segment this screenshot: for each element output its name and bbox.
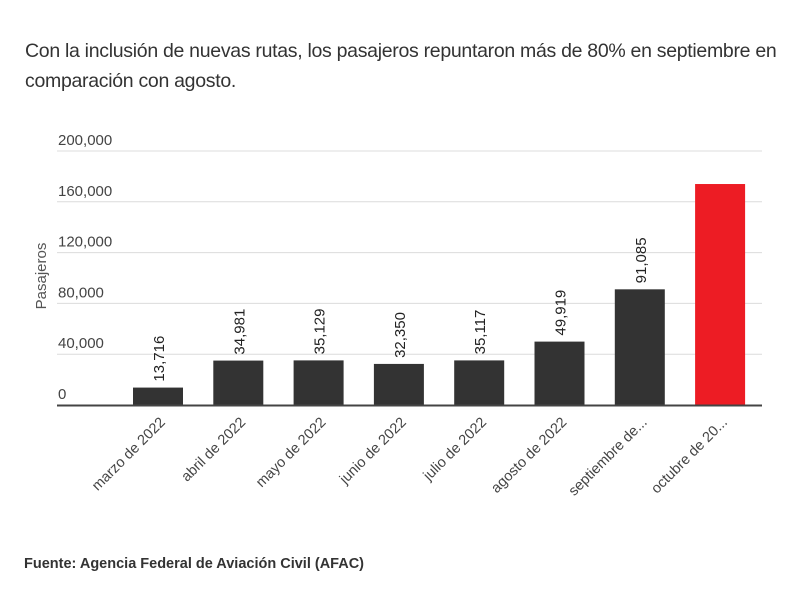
bar xyxy=(133,387,183,405)
source-note: Fuente: Agencia Federal de Aviación Civi… xyxy=(24,556,365,572)
y-tick-label: 200,000 xyxy=(58,132,112,149)
x-tick-label: septiembre de... xyxy=(566,415,651,500)
x-tick-label: mayo de 2022 xyxy=(253,415,329,491)
y-tick-labels: 0 40,000 80,000 120,000 160,000 200,000 xyxy=(58,132,112,403)
x-tick-label: agosto de 2022 xyxy=(488,415,570,497)
data-label: 35,117 xyxy=(472,310,489,355)
chart-title: Con la inclusión de nuevas rutas, los pa… xyxy=(25,40,777,92)
y-tick-label: 40,000 xyxy=(58,335,104,352)
x-tick-label: abril de 2022 xyxy=(179,415,250,486)
x-tick-label: marzo de 2022 xyxy=(89,415,169,495)
x-tick-labels: marzo de 2022 abril de 2022 mayo de 2022 ju… xyxy=(89,415,731,500)
x-tick-label: julio de 2022 xyxy=(420,415,490,485)
x-tick-label: junio de 2022 xyxy=(336,415,410,489)
data-label: 13,716 xyxy=(151,336,168,382)
data-label: 49,919 xyxy=(553,290,570,336)
data-label: 91,085 xyxy=(633,237,650,283)
bar xyxy=(213,360,264,405)
data-label: 35,129 xyxy=(312,308,329,354)
bar xyxy=(373,363,424,405)
bar xyxy=(695,184,746,405)
data-label: 32,350 xyxy=(392,312,409,358)
bars xyxy=(133,184,746,405)
y-axis-title: Pasajeros xyxy=(33,243,50,310)
data-labels: 13,716 34,981 35,129 32,350 35,117 49,919 91,0… xyxy=(151,237,650,381)
bar xyxy=(293,360,344,405)
y-tick-label: 0 xyxy=(58,386,66,403)
y-tick-label: 120,000 xyxy=(58,234,112,251)
y-tick-label: 80,000 xyxy=(58,284,104,301)
x-tick-label: octubre de 20... xyxy=(648,415,731,498)
y-tick-label: 160,000 xyxy=(58,183,112,200)
bar xyxy=(534,341,585,405)
bar xyxy=(454,360,505,405)
bar xyxy=(614,289,665,405)
data-label: 34,981 xyxy=(231,309,248,355)
